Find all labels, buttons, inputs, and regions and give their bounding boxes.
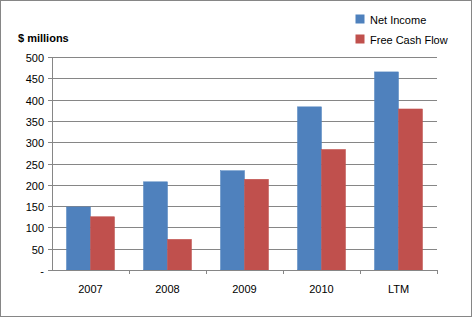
legend-label: Free Cash Flow [370, 34, 448, 46]
tick-label: 300 [26, 137, 44, 149]
bar [144, 182, 168, 270]
bar [67, 207, 91, 270]
tick-label: 200 [26, 180, 44, 192]
tick-label: 100 [26, 222, 44, 234]
tick-mark [48, 142, 52, 143]
tick-label: - [40, 265, 44, 277]
bar [168, 239, 192, 270]
tick-label: 150 [26, 201, 44, 213]
tick-label: 500 [26, 52, 44, 64]
bar [91, 217, 115, 270]
category-label: 2007 [78, 283, 102, 295]
x-axis [52, 270, 437, 271]
grid-line [52, 270, 437, 271]
y-axis-label: $ millions [18, 32, 69, 44]
category-label: 2008 [155, 283, 179, 295]
legend-label: Net Income [370, 14, 426, 26]
category-label: 2010 [309, 283, 333, 295]
bar [375, 72, 399, 270]
category-label: LTM [388, 283, 409, 295]
y-axis [52, 57, 53, 270]
grid-line [52, 57, 437, 58]
category-label: 2009 [232, 283, 256, 295]
tick-mark [48, 227, 52, 228]
tick-mark [48, 164, 52, 165]
chart: - 50 100 150 200 250 300 350 400 450 500 $ millions… [0, 0, 472, 317]
tick-label: 400 [26, 95, 44, 107]
tick-mark [48, 185, 52, 186]
tick-mark [48, 78, 52, 79]
tick-mark [48, 100, 52, 101]
tick-mark [48, 206, 52, 207]
tick-mark [48, 270, 52, 271]
x-tick-mark [437, 270, 438, 274]
bar [221, 171, 245, 270]
tick-mark [48, 121, 52, 122]
bar [399, 109, 423, 270]
bar [322, 149, 346, 270]
tick-label: 450 [26, 73, 44, 85]
tick-label: 250 [26, 159, 44, 171]
tick-mark [48, 249, 52, 250]
tick-mark [48, 57, 52, 58]
tick-label: 350 [26, 116, 44, 128]
bar [298, 107, 322, 270]
tick-label: 50 [32, 244, 44, 256]
bar [245, 179, 269, 270]
legend-swatch [356, 35, 364, 43]
legend-swatch [356, 15, 364, 23]
chart-border [1, 1, 472, 317]
